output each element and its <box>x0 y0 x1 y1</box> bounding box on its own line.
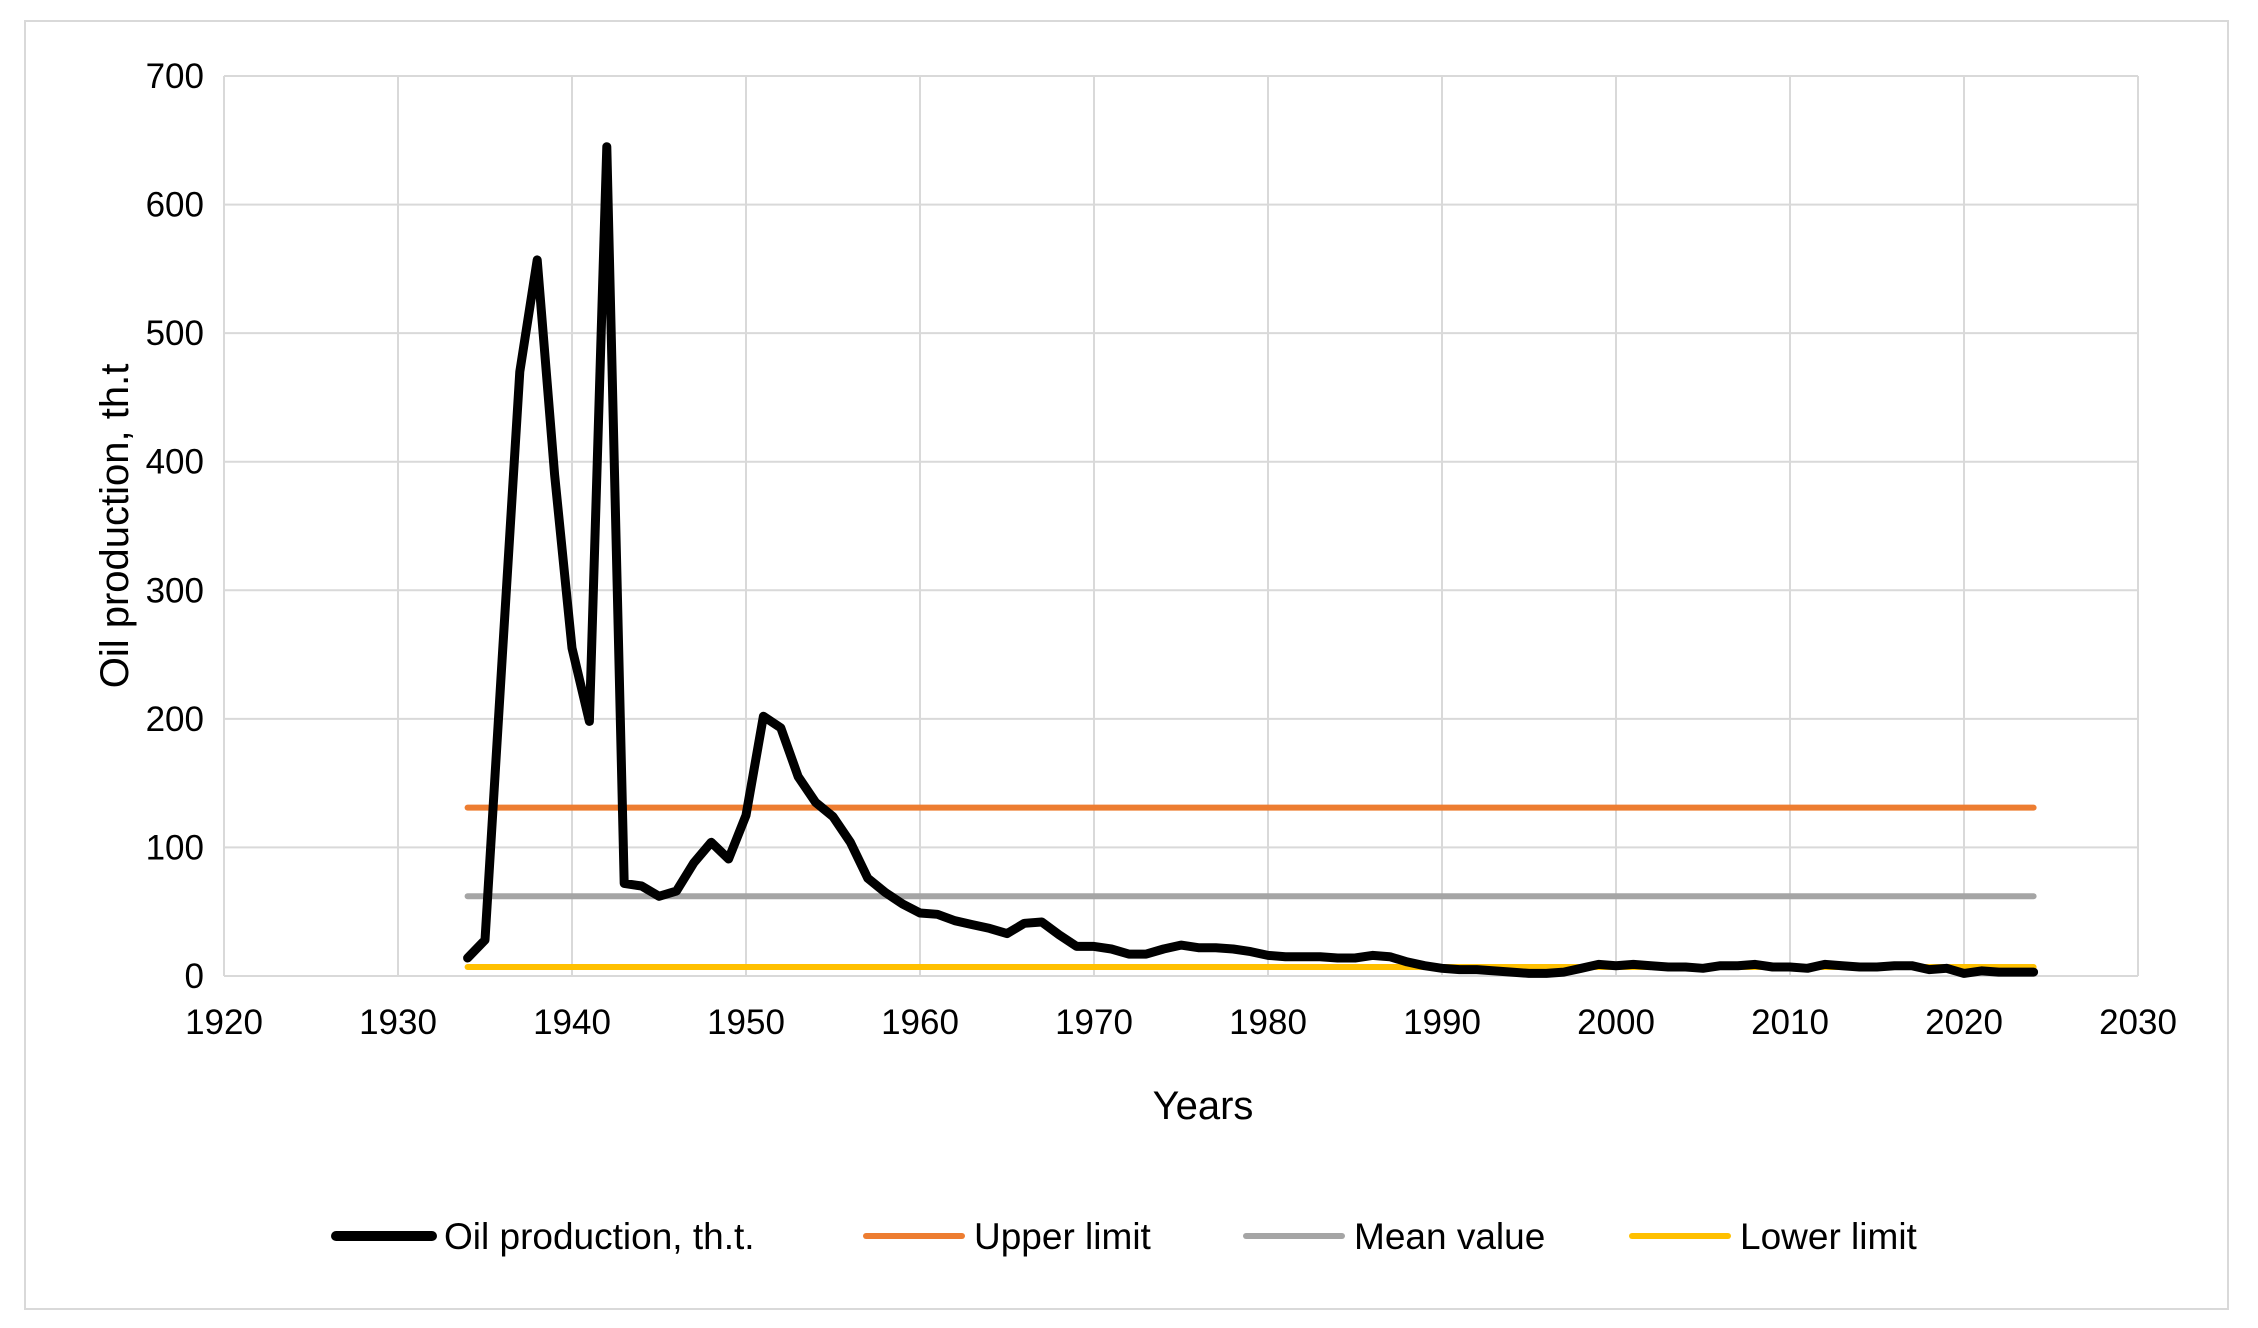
y-tick-label: 100 <box>146 828 204 867</box>
y-tick-label: 300 <box>146 571 204 610</box>
legend: Oil production, th.t. Upper limit Mean val… <box>331 1216 1918 1257</box>
x-tick-label: 1920 <box>185 1003 263 1042</box>
y-tick-label: 600 <box>146 186 204 225</box>
x-tick-label: 2020 <box>1925 1003 2003 1042</box>
legend-label: Mean value <box>1354 1216 1545 1257</box>
x-tick-label: 2000 <box>1577 1003 1655 1042</box>
x-axis-title: Years <box>1153 1084 1254 1128</box>
y-tick-label: 200 <box>146 700 204 739</box>
legend-label: Oil production, th.t. <box>444 1216 755 1257</box>
y-tick-label: 0 <box>185 957 204 996</box>
y-axis-title: Oil production, th.t <box>93 364 137 689</box>
x-tick-label: 1970 <box>1055 1003 1133 1042</box>
tick-labels: 0 100 200 300 400 500 600 700 1920 1930 1940 1950 19… <box>146 57 2177 1042</box>
x-tick-label: 1960 <box>881 1003 959 1042</box>
legend-label: Lower limit <box>1740 1216 1918 1257</box>
y-tick-label: 700 <box>146 57 204 96</box>
series-layer <box>463 142 2039 978</box>
x-tick-label: 1950 <box>707 1003 785 1042</box>
y-tick-label: 500 <box>146 314 204 353</box>
x-tick-label: 1930 <box>359 1003 437 1042</box>
grid <box>223 75 2139 977</box>
legend-label: Upper limit <box>974 1216 1152 1257</box>
x-tick-label: 1940 <box>533 1003 611 1042</box>
x-tick-label: 2010 <box>1751 1003 1829 1042</box>
chart-frame <box>24 20 2229 1310</box>
x-tick-label: 2030 <box>2099 1003 2177 1042</box>
x-tick-label: 1990 <box>1403 1003 1481 1042</box>
x-tick-label: 1980 <box>1229 1003 1307 1042</box>
y-tick-label: 400 <box>146 443 204 482</box>
series-line-1 <box>463 142 2039 978</box>
